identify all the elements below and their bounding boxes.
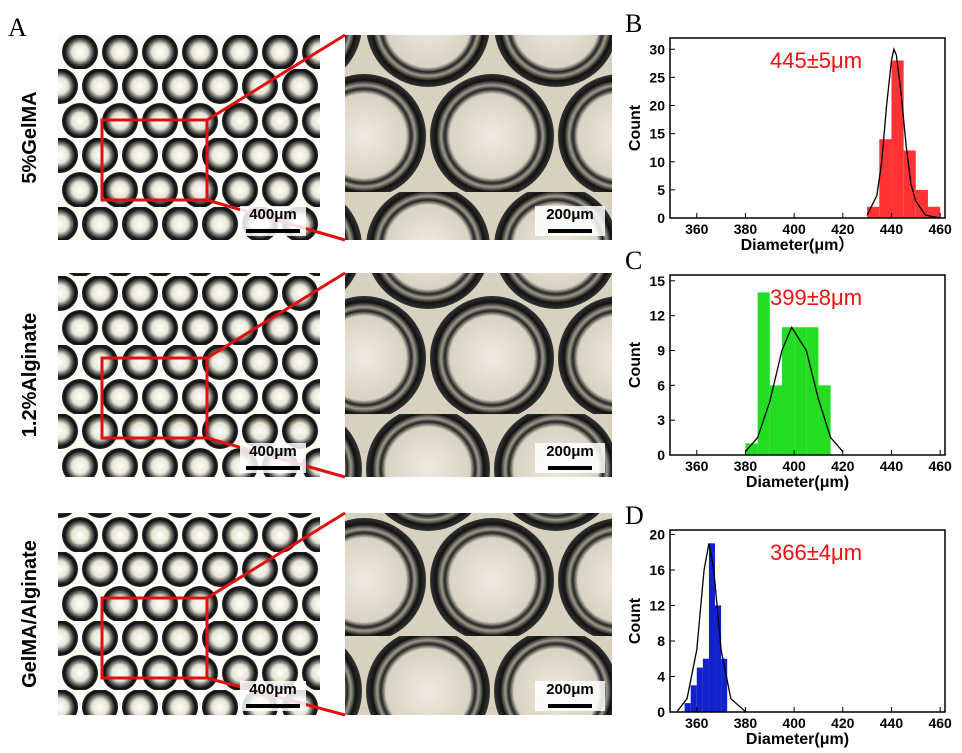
x-tick-label: 360 xyxy=(685,221,709,237)
annotation: 399±8μm xyxy=(770,285,862,310)
y-tick-label: 8 xyxy=(657,633,665,649)
y-tick-label: 12 xyxy=(649,597,665,613)
y-tick-label: 15 xyxy=(649,273,665,289)
panel-letter: B xyxy=(625,9,642,38)
panel-letter: D xyxy=(625,501,644,530)
bar xyxy=(891,61,903,219)
scale-label: 200μm xyxy=(546,206,594,223)
bar xyxy=(697,668,703,712)
x-tick-label: 460 xyxy=(928,715,952,731)
x-axis-label: Diameter(μm） xyxy=(741,236,855,254)
y-tick-label: 0 xyxy=(657,704,665,720)
x-tick-label: 420 xyxy=(831,221,855,237)
bar xyxy=(879,139,891,218)
y-tick-label: 25 xyxy=(649,69,665,85)
x-tick-label: 420 xyxy=(831,458,855,474)
y-tick-label: 3 xyxy=(657,412,665,428)
x-tick-label: 380 xyxy=(734,715,758,731)
scale-label: 400μm xyxy=(249,206,297,223)
row-label: 5%GelMA xyxy=(19,91,41,183)
y-tick-label: 20 xyxy=(649,526,665,542)
x-tick-label: 420 xyxy=(831,715,855,731)
micrographs: 5%GelMA 400μm 200μm 1.2%Alginate 400μm 200μm G… xyxy=(19,35,612,715)
scale-label: 400μm xyxy=(249,681,297,698)
y-tick-label: 5 xyxy=(657,182,665,198)
y-tick-label: 0 xyxy=(657,447,665,463)
x-tick-label: 360 xyxy=(685,715,709,731)
x-tick-label: 440 xyxy=(880,458,904,474)
scale-label: 400μm xyxy=(249,443,297,460)
scale-label: 200μm xyxy=(546,681,594,698)
x-tick-label: 400 xyxy=(782,221,806,237)
bar xyxy=(685,703,691,712)
y-tick-label: 0 xyxy=(657,210,665,226)
row-label: 1.2%Alginate xyxy=(19,313,41,437)
annotation: 445±5μm xyxy=(770,48,862,73)
y-tick-label: 12 xyxy=(649,308,665,324)
panel-letter: C xyxy=(625,246,642,275)
y-tick-label: 15 xyxy=(649,126,665,142)
annotation: 366±4μm xyxy=(770,540,862,565)
x-tick-label: 460 xyxy=(928,221,952,237)
y-tick-label: 10 xyxy=(649,154,665,170)
bar xyxy=(703,659,709,712)
scale-label: 200μm xyxy=(546,443,594,460)
y-axis-label: Count xyxy=(627,341,644,388)
bar xyxy=(691,685,697,712)
x-tick-label: 380 xyxy=(734,458,758,474)
y-tick-label: 30 xyxy=(649,41,665,57)
y-axis-label: Count xyxy=(627,104,644,151)
y-tick-label: 4 xyxy=(657,668,665,684)
x-tick-label: 440 xyxy=(880,221,904,237)
row-label: GelMA/Alginate xyxy=(19,540,41,688)
y-tick-label: 20 xyxy=(649,98,665,114)
x-tick-label: 460 xyxy=(928,458,952,474)
figure: A 5%GelMA 400μm 200μm 1.2%Alginate 400μm 200μ… xyxy=(0,0,962,753)
y-axis-label: Count xyxy=(627,597,644,644)
x-tick-label: 400 xyxy=(782,715,806,731)
y-tick-label: 9 xyxy=(657,342,665,358)
y-tick-label: 6 xyxy=(657,377,665,393)
panel-letter: A xyxy=(8,13,27,42)
y-tick-label: 16 xyxy=(649,562,665,578)
x-tick-label: 380 xyxy=(734,221,758,237)
x-tick-label: 360 xyxy=(685,458,709,474)
bar xyxy=(904,151,916,219)
x-tick-label: 400 xyxy=(782,458,806,474)
x-axis-label: Diameter(μm) xyxy=(746,731,849,748)
x-axis-label: Diameter(μm) xyxy=(746,474,849,491)
x-tick-label: 440 xyxy=(880,715,904,731)
